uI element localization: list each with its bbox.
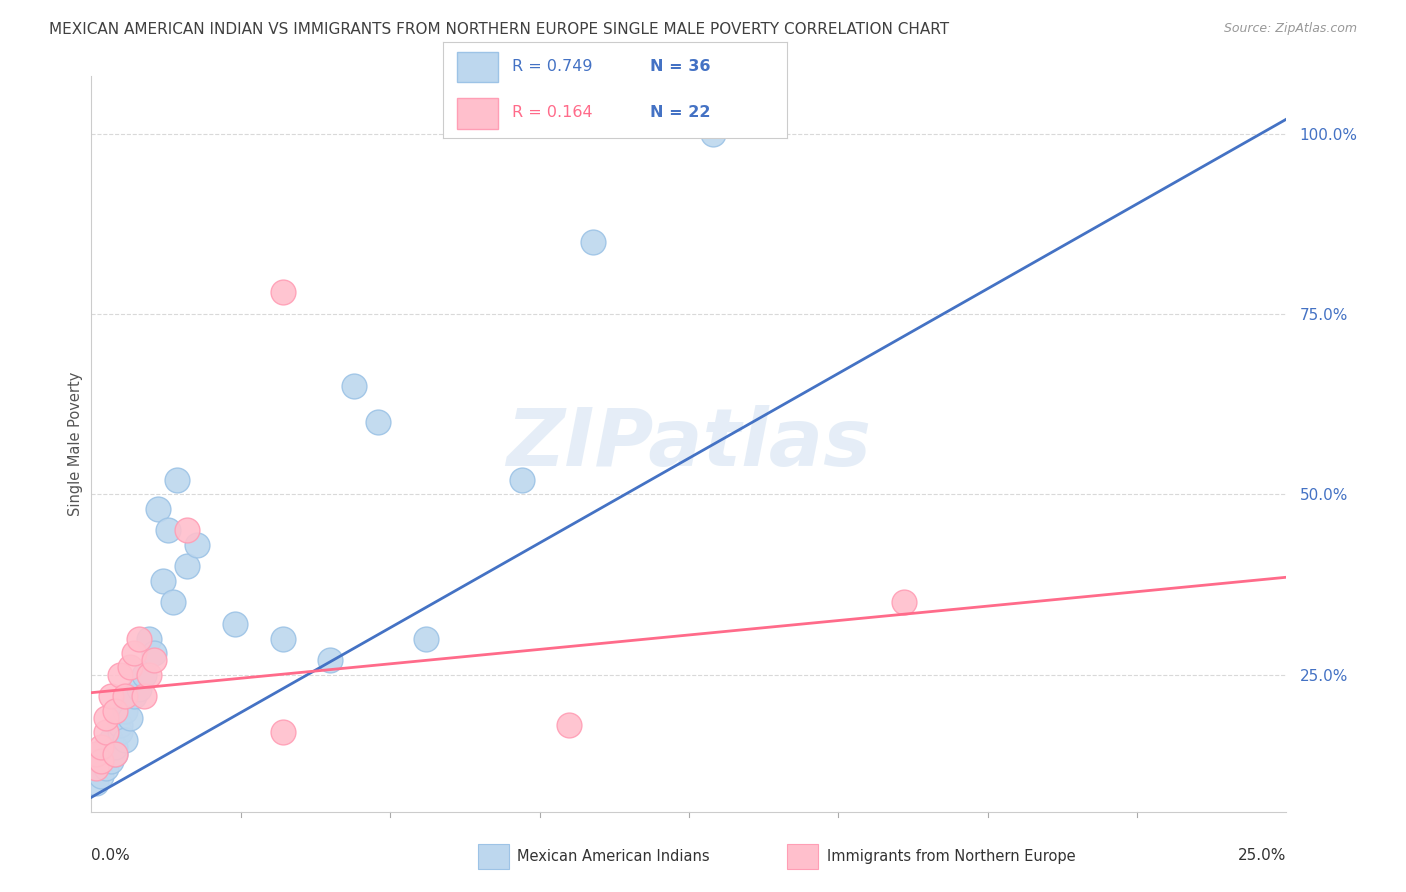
Point — [224, 617, 246, 632]
Point — [84, 776, 107, 790]
Point — [142, 653, 165, 667]
Point — [90, 769, 112, 783]
Point — [148, 501, 170, 516]
Point — [142, 646, 165, 660]
Text: N = 36: N = 36 — [650, 60, 710, 74]
Text: 25.0%: 25.0% — [1239, 847, 1286, 863]
Point — [84, 761, 107, 775]
Point — [162, 595, 184, 609]
Point — [94, 761, 117, 775]
Point — [343, 379, 366, 393]
Point — [100, 754, 122, 768]
Text: R = 0.749: R = 0.749 — [512, 60, 592, 74]
Point — [90, 739, 112, 754]
Point — [118, 711, 141, 725]
Point — [132, 690, 155, 704]
Text: Immigrants from Northern Europe: Immigrants from Northern Europe — [827, 849, 1076, 863]
Point — [271, 725, 294, 739]
Point — [138, 667, 160, 681]
Point — [94, 725, 117, 739]
Point — [114, 704, 136, 718]
Point — [100, 732, 122, 747]
Point — [104, 739, 127, 754]
Text: Source: ZipAtlas.com: Source: ZipAtlas.com — [1223, 22, 1357, 36]
Point — [582, 235, 605, 249]
Point — [104, 747, 127, 761]
Text: Mexican American Indians: Mexican American Indians — [517, 849, 710, 863]
Point — [90, 754, 112, 768]
Text: R = 0.164: R = 0.164 — [512, 105, 592, 120]
Point — [108, 725, 131, 739]
Point — [166, 473, 188, 487]
Bar — [457, 52, 498, 82]
Point — [104, 747, 127, 761]
Point — [415, 632, 437, 646]
Point — [271, 632, 294, 646]
Point — [186, 538, 208, 552]
Point — [558, 718, 581, 732]
Point — [84, 747, 107, 761]
Point — [367, 415, 389, 429]
Point — [152, 574, 174, 588]
Point — [94, 739, 117, 754]
Point — [108, 667, 131, 681]
Point — [100, 690, 122, 704]
Point — [90, 754, 112, 768]
Point — [271, 285, 294, 300]
Point — [156, 524, 179, 538]
Point — [124, 690, 146, 704]
Text: 0.0%: 0.0% — [91, 847, 131, 863]
Point — [104, 704, 127, 718]
Point — [132, 667, 155, 681]
Point — [114, 732, 136, 747]
Text: ZIPatlas: ZIPatlas — [506, 405, 872, 483]
Point — [128, 681, 150, 696]
Point — [702, 127, 724, 141]
Point — [510, 473, 533, 487]
Point — [176, 524, 198, 538]
Point — [124, 646, 146, 660]
Point — [118, 660, 141, 674]
Point — [319, 653, 342, 667]
Point — [138, 632, 160, 646]
Bar — [457, 98, 498, 128]
Point — [84, 761, 107, 775]
Text: MEXICAN AMERICAN INDIAN VS IMMIGRANTS FROM NORTHERN EUROPE SINGLE MALE POVERTY C: MEXICAN AMERICAN INDIAN VS IMMIGRANTS FR… — [49, 22, 949, 37]
Y-axis label: Single Male Poverty: Single Male Poverty — [67, 372, 83, 516]
Point — [128, 632, 150, 646]
Point — [893, 595, 915, 609]
Point — [114, 690, 136, 704]
Point — [94, 711, 117, 725]
Point — [108, 718, 131, 732]
Text: N = 22: N = 22 — [650, 105, 710, 120]
Point — [176, 559, 198, 574]
